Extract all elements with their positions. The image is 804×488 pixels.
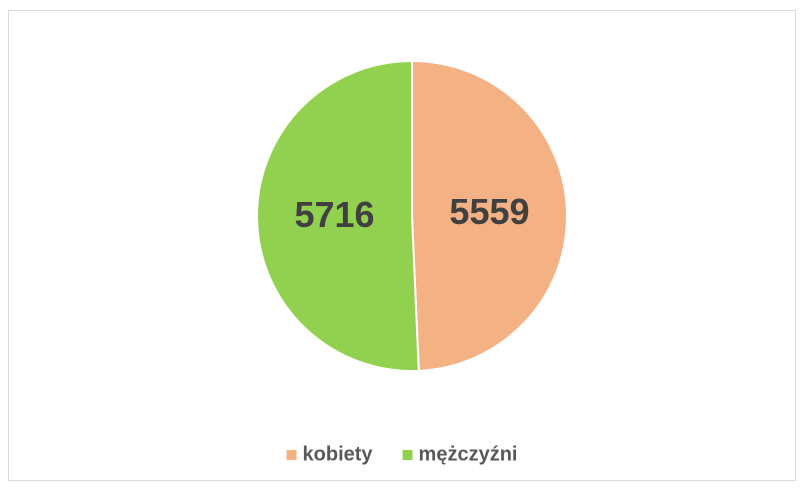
legend-swatch xyxy=(402,450,413,460)
data-label: 5559 xyxy=(449,191,529,232)
legend-label: kobiety xyxy=(303,443,374,465)
pie-slice xyxy=(256,59,420,372)
pie-slice xyxy=(411,59,568,372)
data-label: 5716 xyxy=(294,194,374,235)
legend-swatch xyxy=(286,450,297,460)
legend-label: mężczyźni xyxy=(419,443,518,465)
